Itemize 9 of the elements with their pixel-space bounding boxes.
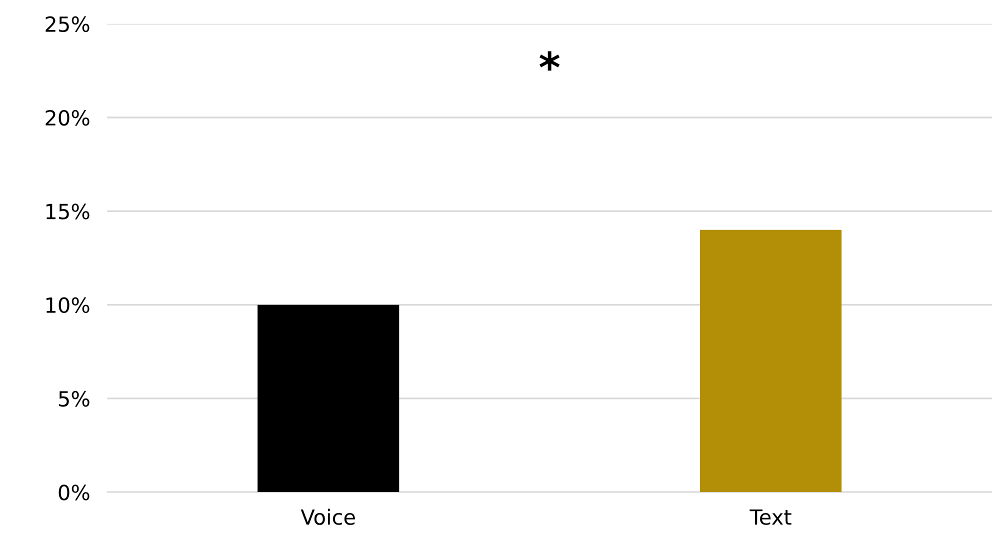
x-tick-label: Voice [300, 508, 355, 525]
y-tick-label: 5% [59, 390, 90, 407]
y-tick-label: 20% [46, 110, 90, 126]
y-tick-label: 25% [46, 16, 90, 32]
y-tick-label: 10% [46, 297, 90, 314]
y-tick-label: 15% [46, 204, 90, 220]
y-tick-label: 0% [58, 484, 90, 500]
x-tick-label: Text [750, 509, 792, 525]
annotation: * [540, 51, 560, 71]
